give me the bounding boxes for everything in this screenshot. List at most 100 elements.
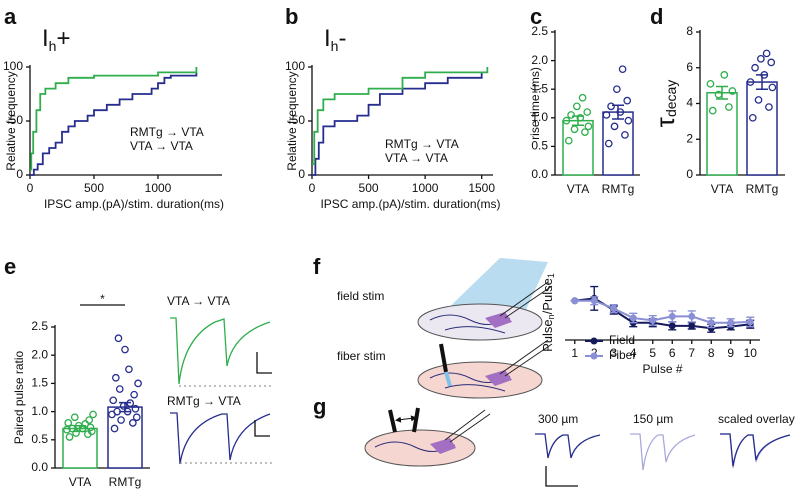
data-point (85, 416, 94, 424)
data-point (70, 413, 79, 422)
label-part: I (324, 25, 331, 52)
y-tick-label: 0 (686, 167, 693, 181)
data-point (576, 113, 585, 122)
x-axis-label: Pulse # (642, 362, 682, 376)
x-tick-label: 0 (27, 181, 34, 195)
label-part: h (331, 38, 339, 54)
data-point (111, 373, 120, 382)
data-point (583, 108, 592, 116)
marker (688, 322, 696, 330)
y-tick-label: 100 (3, 59, 23, 73)
data-point (132, 413, 141, 422)
x-tick-label: RMTg (746, 182, 779, 196)
data-point (65, 433, 74, 441)
diagram-label: fiber stim (337, 349, 386, 363)
x-tick-label: 4 (630, 346, 637, 360)
data-point (128, 419, 137, 427)
x-tick-label: 1 (571, 346, 578, 360)
x-tick-label: 500 (359, 181, 379, 195)
marker (707, 319, 715, 327)
legend-marker (590, 337, 598, 345)
x-tick-label: 1000 (145, 181, 172, 195)
x-tick-label: RMTg (109, 475, 142, 489)
marker (688, 312, 696, 320)
data-point (612, 85, 621, 94)
bar (602, 111, 634, 176)
diagram-label: field stim (337, 289, 384, 303)
x-tick-label: 8 (708, 346, 715, 360)
line (574, 299, 751, 324)
error-bar (716, 85, 728, 100)
data-point (618, 65, 627, 74)
data-point (728, 87, 737, 95)
legend-label: RMTg → VTA (130, 125, 204, 139)
data-point (86, 423, 95, 432)
marker (746, 318, 754, 326)
data-point (748, 113, 757, 122)
data-point (572, 102, 581, 111)
y-tick-label: 2 (686, 131, 693, 145)
label: Ih- (324, 25, 346, 53)
y-axis-label: Relative frequency (4, 71, 18, 170)
legend-label: VTA → VTA (130, 139, 193, 153)
diagram-fiber (417, 339, 553, 399)
y-tick-label: 2.0 (31, 347, 48, 361)
data-point (570, 125, 579, 134)
data-point (767, 58, 776, 67)
y-tick-label: 1.0 (531, 110, 548, 124)
y-tick-label: 4 (686, 96, 693, 110)
data-point (610, 122, 619, 131)
trace-label: 150 µm (633, 412, 673, 426)
y-axis-label: Paired pulse ratio (12, 350, 26, 444)
panel-letter: g (313, 394, 326, 419)
data-point (602, 111, 611, 119)
panel-letter: d (650, 4, 663, 29)
data-point (113, 407, 122, 416)
data-point (607, 102, 615, 111)
data-point (567, 111, 575, 119)
data-point (130, 390, 139, 399)
legend-marker (590, 352, 598, 360)
data-point (616, 108, 625, 116)
y-tick-label: 50 (10, 113, 24, 127)
data-point (706, 79, 715, 88)
x-tick-label: VTA (69, 475, 91, 489)
data-point (708, 106, 717, 115)
label-part: n (546, 314, 556, 319)
data-point (751, 63, 759, 72)
marker (668, 312, 676, 320)
x-tick-label: 3 (610, 346, 617, 360)
data-point (581, 128, 589, 136)
x-tick-label: 500 (84, 181, 104, 195)
panel-letter: a (4, 4, 17, 29)
data-point (114, 334, 123, 343)
marker (590, 297, 598, 305)
label-part: 1 (546, 273, 556, 278)
x-axis-label: IPSC amp.(pA)/stim. duration(ms) (44, 197, 224, 211)
y-tick-label: 2.5 (531, 24, 548, 38)
marker (707, 324, 715, 332)
label-part: τ (650, 116, 680, 127)
data-point (64, 419, 73, 427)
significance: * (100, 292, 105, 306)
data-point (765, 103, 773, 111)
data-point (115, 385, 124, 393)
data-point (125, 365, 133, 374)
step-line (312, 72, 483, 176)
data-point (623, 96, 632, 105)
data-point (578, 93, 587, 102)
x-tick-label: 1000 (412, 181, 439, 195)
data-point (584, 122, 593, 131)
label-part: h (49, 38, 57, 54)
y-tick-label: 2.5 (31, 319, 48, 333)
label-part: + (56, 25, 70, 52)
y-tick-label: 8 (686, 24, 693, 38)
x-tick-label: 5 (649, 346, 656, 360)
data-point (119, 402, 128, 410)
data-point (134, 379, 142, 388)
data-point (621, 131, 629, 139)
label-part: I (42, 25, 49, 52)
traces (170, 317, 791, 487)
x-tick-label: 7 (688, 346, 695, 360)
